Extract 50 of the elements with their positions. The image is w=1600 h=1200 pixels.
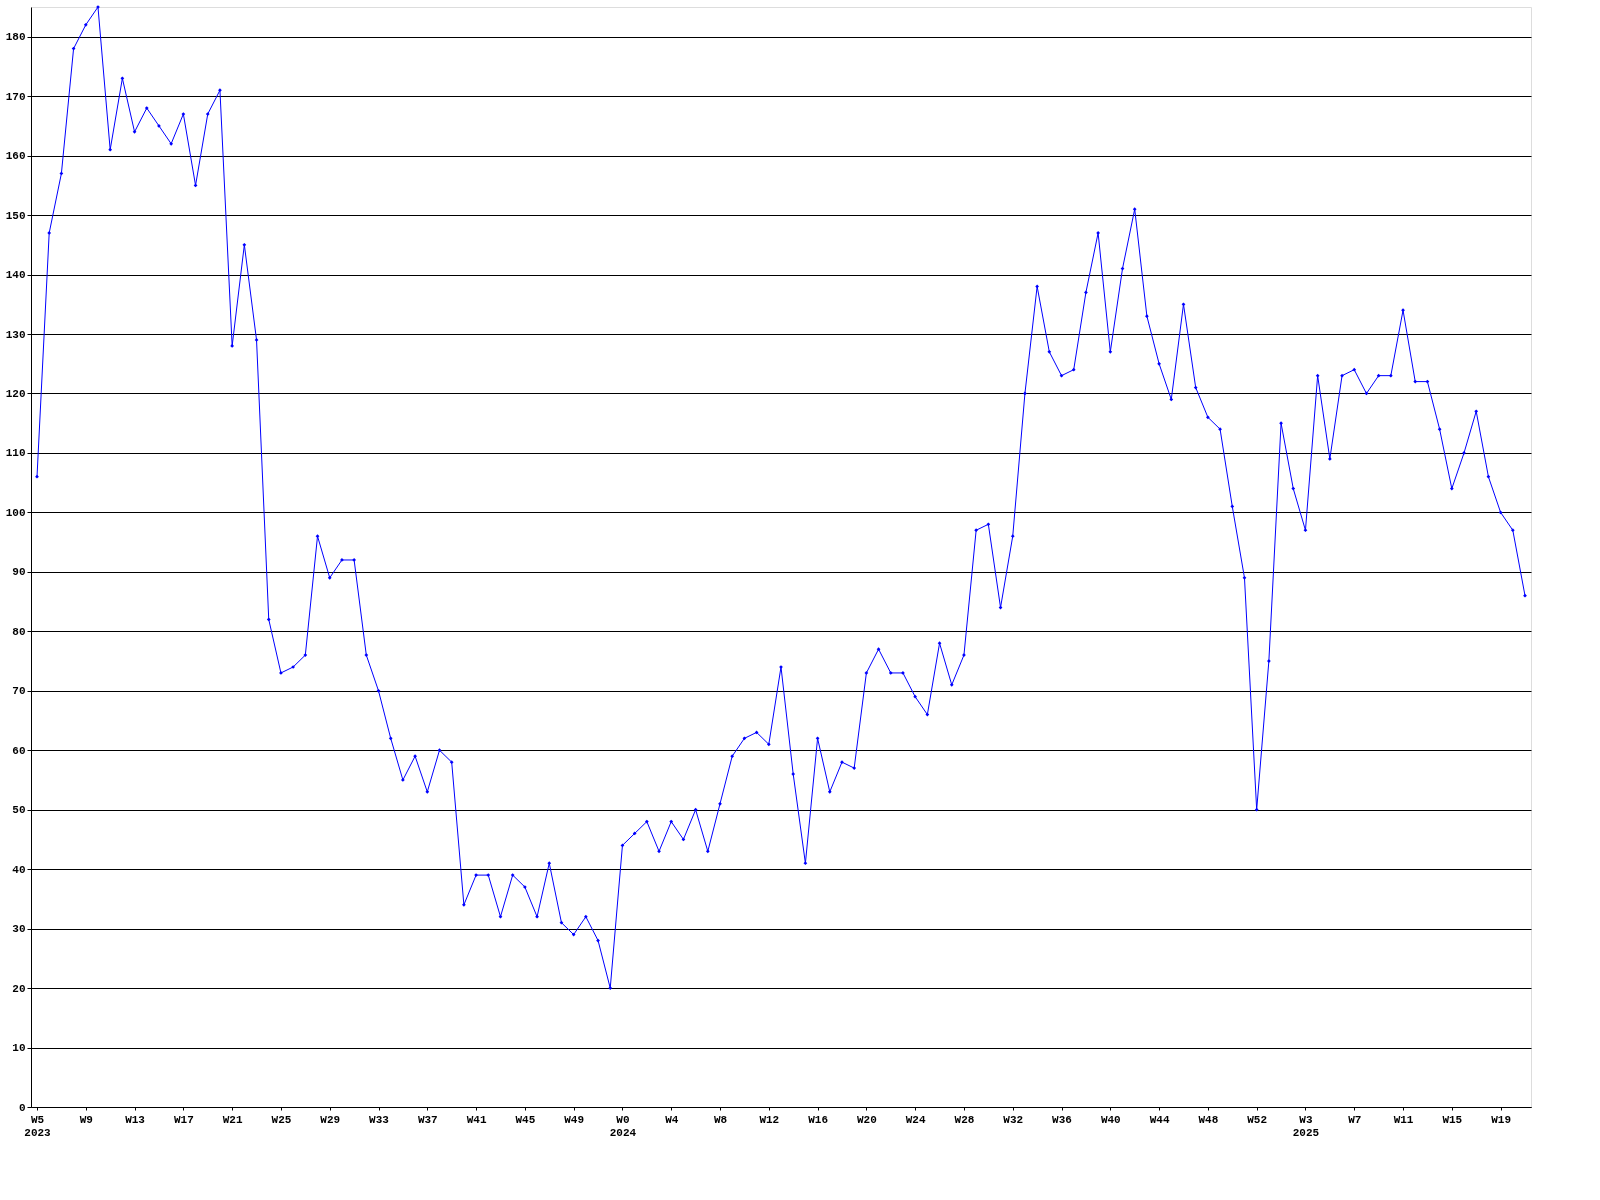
x-tick-label: W41	[466, 1113, 487, 1126]
x-tick-label: W16	[808, 1113, 828, 1126]
y-tick-label: 40	[12, 863, 26, 876]
x-tick-label: W40	[1100, 1113, 1121, 1126]
x-tick-label: W11	[1393, 1113, 1414, 1126]
y-tick-label: 10	[12, 1042, 26, 1055]
x-tick-label: W29	[320, 1113, 341, 1126]
x-tick-label: W7	[1348, 1113, 1362, 1126]
x-tick-label: W8	[713, 1113, 728, 1126]
x-tick-label: W17	[173, 1113, 194, 1126]
x-tick-label: W32	[1003, 1113, 1024, 1126]
y-tick-label: 110	[5, 447, 26, 460]
x-tick-label: W0 2024	[609, 1113, 637, 1139]
x-tick-label: W37	[417, 1113, 438, 1126]
x-tick-label: W49	[564, 1113, 585, 1126]
x-tick-label: W24	[905, 1113, 926, 1126]
y-tick-label: 130	[5, 328, 26, 341]
x-tick-label: W4	[665, 1113, 679, 1126]
y-tick-label: 50	[12, 804, 26, 817]
x-tick-label: W9	[79, 1113, 93, 1126]
y-tick-label: 150	[5, 209, 26, 222]
x-tick-label: W36	[1052, 1113, 1072, 1126]
x-tick-label: W19	[1491, 1113, 1512, 1126]
y-tick-label: 80	[12, 625, 26, 638]
x-tick-label: W12	[759, 1113, 780, 1126]
y-tick-label: 70	[12, 685, 26, 698]
y-tick-label: 30	[12, 923, 26, 936]
x-tick-label: W45	[515, 1113, 536, 1126]
x-tick-label: W21	[222, 1113, 243, 1126]
x-tick-label: W28	[954, 1113, 975, 1126]
y-tick-label: 120	[5, 387, 26, 400]
x-tick-label: W5 2023	[24, 1113, 52, 1139]
y-tick-label: 20	[12, 982, 26, 995]
y-tick-label: 180	[5, 31, 26, 44]
y-tick-label: 140	[5, 269, 26, 282]
x-tick-label: W44	[1149, 1113, 1170, 1126]
y-tick-label: 90	[12, 566, 26, 579]
x-tick-label: W15	[1442, 1113, 1463, 1126]
y-tick-label: 60	[12, 744, 26, 757]
x-tick-label: W13	[125, 1113, 146, 1126]
x-tick-label: W52	[1247, 1113, 1268, 1126]
x-tick-label: W25	[271, 1113, 292, 1126]
y-tick-label: 0	[18, 1101, 26, 1114]
y-tick-label: 100	[5, 506, 26, 519]
x-tick-label: W33	[369, 1113, 390, 1126]
x-tick-label: W48	[1198, 1113, 1219, 1126]
y-tick-label: 170	[5, 90, 26, 103]
x-tick-label: W3 2025	[1292, 1113, 1320, 1139]
x-tick-label: W20	[856, 1113, 877, 1126]
y-tick-label: 160	[5, 150, 26, 163]
